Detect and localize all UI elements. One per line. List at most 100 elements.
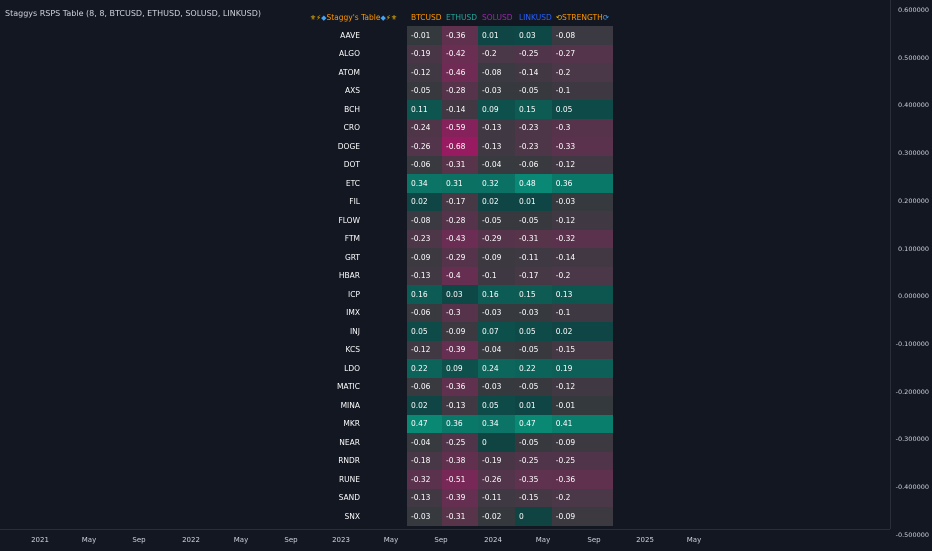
value-cell: -0.33 (551, 137, 613, 156)
value-cell: 0 (515, 507, 552, 526)
asset-name: KCS (345, 345, 360, 355)
value-cell: -0.4 (442, 266, 478, 285)
value-cell: -0.32 (551, 229, 613, 248)
header-label: SOLUSD (482, 12, 513, 22)
value-cell: 0.22 (407, 359, 442, 378)
time-axis-label: 2023 (332, 536, 350, 544)
header-label: BTCUSD (411, 12, 442, 22)
header-solusd: SOLUSD (478, 8, 515, 26)
value-cell: -0.59 (442, 118, 478, 137)
value-cell: -0.11 (478, 488, 515, 507)
value-cell: -0.36 (551, 470, 613, 489)
value-cell: -0.32 (407, 470, 442, 489)
value-cell: 0.07 (478, 322, 515, 341)
time-axis-label: 2021 (31, 536, 49, 544)
price-axis-label: 0.200000 (897, 196, 929, 205)
value-cell: -0.06 (407, 377, 442, 396)
time-axis[interactable]: 2021 May Sep 2022 May Sep 2023 May Sep 2024 May Sep… (0, 529, 890, 551)
price-axis-label: -0.100000 (895, 339, 929, 348)
asset-name: GRT (344, 252, 360, 262)
table-row: HBAR -0.13 -0.4 -0.1 -0.17 -0.2 (300, 266, 613, 285)
table-row: KCS -0.12 -0.39 -0.04 -0.05 -0.15 (300, 340, 613, 359)
value-cell: 0.34 (407, 174, 442, 193)
table-row: DOT -0.06 -0.31 -0.04 -0.06 -0.12 (300, 155, 613, 174)
value-cell: -0.3 (442, 303, 478, 322)
value-cell: 0.02 (478, 192, 515, 211)
value-cell: 0.16 (478, 285, 515, 304)
indicator-title[interactable]: Staggys RSPS Table (8, 8, BTCUSD, ETHUSD… (5, 9, 261, 18)
value-cell: -0.05 (407, 81, 442, 100)
value-cell: -0.1 (551, 81, 613, 100)
cycle-arrows-icon: ⟳ (602, 12, 610, 22)
header-strength: ⟲STRENGTH⟳ (552, 8, 613, 26)
value-cell: -0.04 (478, 340, 515, 359)
table-row: ALGO -0.19 -0.42 -0.2 -0.25 -0.27 (300, 44, 613, 63)
time-axis-label: May (81, 536, 97, 544)
table-row: NEAR -0.04 -0.25 0 -0.05 -0.09 (300, 433, 613, 452)
price-axis[interactable]: 0.600000 0.500000 0.400000 0.300000 0.200000… (890, 0, 932, 539)
table-row: ICP 0.16 0.03 0.16 0.15 0.13 (300, 285, 613, 304)
value-cell: -0.01 (551, 396, 613, 415)
value-cell: -0.05 (515, 211, 552, 230)
value-cell: -0.39 (442, 340, 478, 359)
table-row: DOGE -0.26 -0.68 -0.13 -0.23 -0.33 (300, 137, 613, 156)
asset-name: CRO (343, 123, 360, 133)
value-cell: -0.13 (478, 118, 515, 137)
value-cell: -0.08 (478, 63, 515, 82)
value-cell: -0.06 (515, 155, 552, 174)
value-cell: -0.11 (515, 248, 552, 267)
value-cell: -0.12 (551, 211, 613, 230)
value-cell: -0.02 (478, 507, 515, 526)
value-cell: -0.23 (515, 118, 552, 137)
header-label: ETHUSD (446, 12, 477, 22)
asset-name: LDO (344, 363, 360, 373)
value-cell: -0.31 (515, 229, 552, 248)
value-cell: -0.43 (442, 229, 478, 248)
value-cell: -0.51 (442, 470, 478, 489)
value-cell: -0.08 (551, 26, 613, 45)
value-cell: 0.36 (551, 174, 613, 193)
price-axis-label: -0.400000 (895, 483, 929, 491)
asset-name: ICP (348, 289, 360, 299)
value-cell: 0.16 (407, 285, 442, 304)
asset-name: HBAR (338, 271, 360, 281)
time-axis-label: 2022 (182, 536, 200, 544)
header-ethusd: ETHUSD (442, 8, 478, 26)
value-cell: 0.01 (478, 26, 515, 45)
value-cell: 0.02 (407, 192, 442, 211)
price-axis-label: 0.000000 (897, 292, 929, 301)
value-cell: 0.01 (515, 192, 552, 211)
value-cell: -0.14 (442, 100, 478, 119)
table-header-row: ⚜⚡◆Staggy's Table◆⚡⚜ BTCUSD ETHUSD SOLUS… (300, 8, 613, 26)
asset-name: FTM (344, 234, 360, 244)
price-axis-label: -0.200000 (895, 387, 929, 396)
value-cell: -0.09 (551, 507, 613, 526)
time-axis-label: May (383, 536, 399, 544)
value-cell: -0.03 (478, 303, 515, 322)
value-cell: -0.28 (442, 211, 478, 230)
value-cell: -0.25 (515, 44, 552, 63)
value-cell: -0.19 (407, 44, 442, 63)
value-cell: -0.12 (551, 377, 613, 396)
value-cell: -0.03 (551, 192, 613, 211)
value-cell: -0.14 (551, 248, 613, 267)
rsps-table: ⚜⚡◆Staggy's Table◆⚡⚜ BTCUSD ETHUSD SOLUS… (300, 8, 613, 526)
asset-name: FIL (349, 197, 360, 207)
value-cell: -0.13 (442, 396, 478, 415)
value-cell: -0.42 (442, 44, 478, 63)
chart-area[interactable]: Staggys RSPS Table (8, 8, BTCUSD, ETHUSD… (0, 0, 890, 529)
asset-name: AAVE (340, 30, 360, 40)
value-cell: -0.01 (407, 26, 442, 45)
table-row: ETC 0.34 0.31 0.32 0.48 0.36 (300, 174, 613, 193)
time-axis-label: 2024 (484, 536, 502, 544)
value-cell: -0.24 (407, 118, 442, 137)
table-row: MKR 0.47 0.36 0.34 0.47 0.41 (300, 414, 613, 433)
value-cell: -0.17 (515, 266, 552, 285)
value-cell: -0.26 (478, 470, 515, 489)
value-cell: -0.12 (407, 340, 442, 359)
value-cell: 0.11 (407, 100, 442, 119)
value-cell: -0.06 (407, 155, 442, 174)
time-axis-label: May (686, 536, 702, 544)
time-axis-label: May (535, 536, 551, 544)
value-cell: 0.01 (515, 396, 552, 415)
